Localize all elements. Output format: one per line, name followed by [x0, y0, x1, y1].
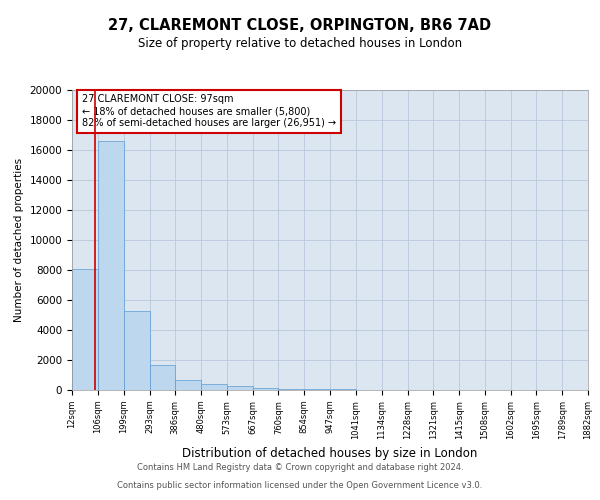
Bar	[124, 310, 149, 390]
Bar	[253, 388, 278, 390]
Bar	[304, 389, 330, 390]
Text: Contains public sector information licensed under the Open Government Licence v3: Contains public sector information licen…	[118, 481, 482, 490]
Y-axis label: Number of detached properties: Number of detached properties	[14, 158, 24, 322]
Bar	[175, 380, 201, 390]
X-axis label: Distribution of detached houses by size in London: Distribution of detached houses by size …	[182, 447, 478, 460]
Text: Size of property relative to detached houses in London: Size of property relative to detached ho…	[138, 38, 462, 51]
Bar	[98, 141, 124, 390]
Bar	[278, 388, 304, 390]
Text: 27 CLAREMONT CLOSE: 97sqm
← 18% of detached houses are smaller (5,800)
82% of se: 27 CLAREMONT CLOSE: 97sqm ← 18% of detac…	[82, 94, 337, 128]
Bar	[330, 389, 356, 390]
Bar	[72, 269, 98, 390]
Text: Contains HM Land Registry data © Crown copyright and database right 2024.: Contains HM Land Registry data © Crown c…	[137, 464, 463, 472]
Bar	[201, 384, 227, 390]
Bar	[149, 364, 175, 390]
Text: 27, CLAREMONT CLOSE, ORPINGTON, BR6 7AD: 27, CLAREMONT CLOSE, ORPINGTON, BR6 7AD	[109, 18, 491, 32]
Bar	[227, 386, 253, 390]
